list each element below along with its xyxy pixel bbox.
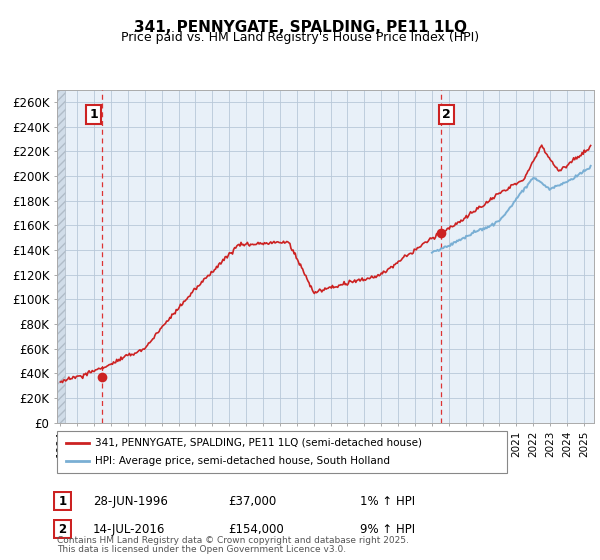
Text: 9% ↑ HPI: 9% ↑ HPI — [360, 522, 415, 536]
Text: This data is licensed under the Open Government Licence v3.0.: This data is licensed under the Open Gov… — [57, 545, 346, 554]
Text: 1: 1 — [89, 108, 98, 121]
Text: 1: 1 — [58, 494, 67, 508]
Text: 2: 2 — [58, 522, 67, 536]
Bar — [57, 90, 65, 423]
Text: £154,000: £154,000 — [228, 522, 284, 536]
Text: Price paid vs. HM Land Registry's House Price Index (HPI): Price paid vs. HM Land Registry's House … — [121, 31, 479, 44]
Text: 14-JUL-2016: 14-JUL-2016 — [93, 522, 166, 536]
Text: 341, PENNYGATE, SPALDING, PE11 1LQ (semi-detached house): 341, PENNYGATE, SPALDING, PE11 1LQ (semi… — [95, 438, 422, 448]
Text: 28-JUN-1996: 28-JUN-1996 — [93, 494, 168, 508]
Text: Contains HM Land Registry data © Crown copyright and database right 2025.: Contains HM Land Registry data © Crown c… — [57, 536, 409, 545]
Text: 1% ↑ HPI: 1% ↑ HPI — [360, 494, 415, 508]
Text: £37,000: £37,000 — [228, 494, 276, 508]
Text: 2: 2 — [442, 108, 451, 121]
Text: 341, PENNYGATE, SPALDING, PE11 1LQ: 341, PENNYGATE, SPALDING, PE11 1LQ — [133, 20, 467, 35]
Text: HPI: Average price, semi-detached house, South Holland: HPI: Average price, semi-detached house,… — [95, 456, 390, 466]
